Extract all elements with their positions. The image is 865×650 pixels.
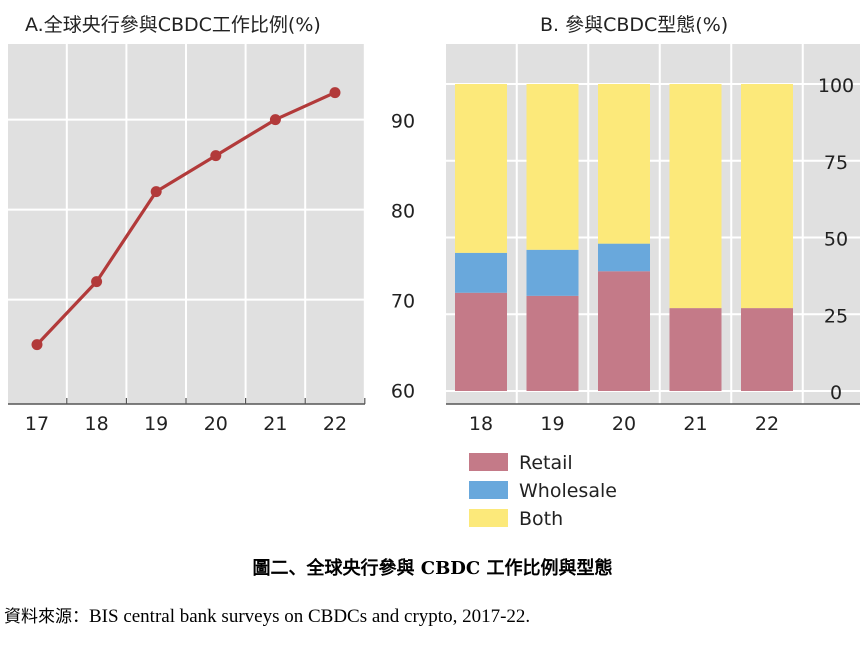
- bar-segment-wholesale: [526, 249, 579, 296]
- panel-b-stacked-bar-chart: 0 25 50 75 100 18 19 20 21 22 B. 參與CBDC型態(%): [446, 14, 860, 435]
- data-point: [269, 114, 281, 126]
- x-tick-label: 18: [85, 413, 109, 435]
- figure-caption: 圖二、全球央行參與 CBDC 工作比例與型態: [252, 558, 613, 579]
- bar-segment-wholesale: [598, 243, 650, 272]
- y-tick-label: 60: [391, 381, 415, 403]
- source-note: 資料來源：BIS central bank surveys on CBDCs a…: [4, 602, 530, 628]
- series-line: [35, 91, 336, 346]
- legend-swatch-wholesale: [469, 481, 508, 499]
- x-tick-label: 22: [755, 413, 779, 435]
- legend-label-both: Both: [519, 508, 563, 530]
- bar-segment-retail: [598, 271, 650, 391]
- x-tick-label: 21: [683, 413, 707, 435]
- x-tick-label: 17: [25, 413, 49, 435]
- panel-a-line-chart: 60 70 80 90 17 18 19 20 21 22 A.全球央行參與CBDC工作比例(%): [8, 14, 415, 435]
- chart-title: A.全球央行參與CBDC工作比例(%): [25, 14, 321, 36]
- legend-label-wholesale: Wholesale: [519, 480, 617, 502]
- x-tick-label: 18: [469, 413, 493, 435]
- chart-legend: Retail Wholesale Both: [469, 452, 617, 530]
- bar-segment-retail: [741, 308, 793, 391]
- data-point: [31, 339, 43, 351]
- data-point: [210, 150, 222, 162]
- y-tick-label: 90: [391, 111, 415, 133]
- bar-segment-retail: [526, 295, 579, 391]
- y-tick-label: 100: [818, 75, 854, 97]
- bar-segment-retail: [669, 308, 722, 391]
- y-tick-label: 80: [391, 201, 415, 223]
- y-tick-label: 0: [830, 382, 842, 404]
- x-tick-label: 19: [144, 413, 168, 435]
- data-point: [150, 186, 162, 198]
- x-tick-label: 20: [204, 413, 228, 435]
- data-point: [329, 87, 341, 99]
- bar-segment-both: [741, 84, 793, 309]
- legend-swatch-retail: [469, 453, 508, 471]
- source-label: 資料來源：: [4, 607, 89, 627]
- chart-title: B. 參與CBDC型態(%): [540, 14, 728, 36]
- source-text: BIS central bank surveys on CBDCs and cr…: [89, 606, 531, 627]
- bar-segment-wholesale: [455, 252, 507, 293]
- y-tick-label: 70: [391, 291, 415, 313]
- y-tick-label: 50: [824, 229, 848, 251]
- x-tick-label: 20: [612, 413, 636, 435]
- y-tick-label: 75: [824, 152, 848, 174]
- bar-segment-both: [669, 84, 722, 309]
- x-tick-label: 21: [263, 413, 287, 435]
- y-tick-label: 25: [824, 305, 848, 327]
- bar-segment-both: [455, 84, 507, 253]
- x-tick-label: 19: [540, 413, 564, 435]
- bar-segment-both: [598, 84, 650, 244]
- legend-swatch-both: [469, 509, 508, 527]
- plot-area: [446, 44, 860, 404]
- bar-segment-both: [526, 84, 579, 250]
- x-tick-label: 22: [323, 413, 347, 435]
- bar-segment-retail: [455, 292, 507, 391]
- data-point: [91, 276, 103, 288]
- legend-label-retail: Retail: [519, 452, 573, 474]
